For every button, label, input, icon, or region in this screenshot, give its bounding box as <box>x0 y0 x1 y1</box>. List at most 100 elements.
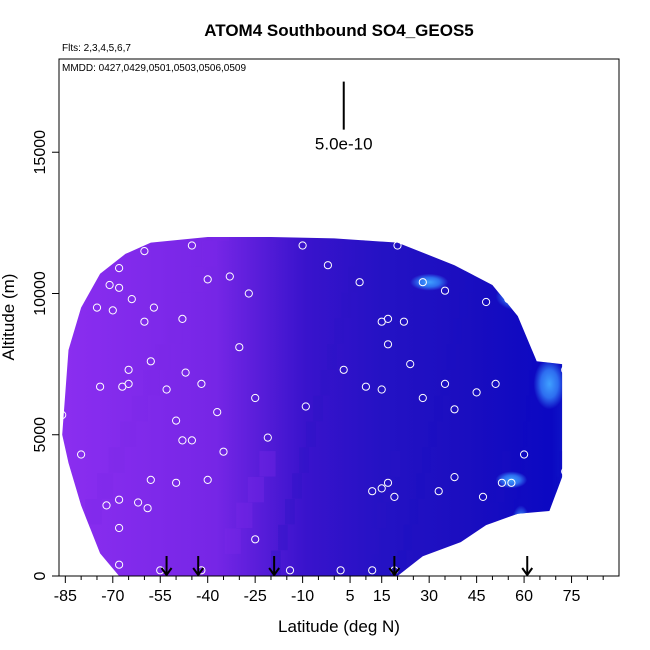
sample-point <box>497 478 506 487</box>
sample-point <box>418 278 427 287</box>
sample-point <box>520 450 529 459</box>
concentration-cell <box>556 476 561 503</box>
sample-point <box>172 416 181 425</box>
concentration-cell <box>452 318 462 344</box>
sample-point <box>377 385 386 394</box>
concentration-cell <box>285 499 295 525</box>
concentration-cell <box>541 266 546 293</box>
sample-point <box>197 379 206 388</box>
sample-point <box>434 487 443 496</box>
sample-point <box>368 487 377 496</box>
y-tick-label: 10000 <box>32 271 49 316</box>
sample-point <box>115 495 124 504</box>
sample-point <box>472 388 481 397</box>
sample-point <box>406 360 415 369</box>
sample-point <box>143 504 152 513</box>
sample-point <box>561 365 570 374</box>
sample-point <box>440 286 450 295</box>
dates-label: MMDD: 0427,0429,0501,0503,0506,0509 <box>62 63 246 74</box>
sample-point <box>383 340 393 349</box>
concentration-cell <box>320 370 330 396</box>
sample-point <box>115 523 124 533</box>
x-tick-label: -25 <box>244 588 267 605</box>
concentration-cell <box>341 292 352 318</box>
flight-arrow-head <box>268 567 280 576</box>
high-concentration-zone <box>533 358 563 410</box>
x-tick-label: -70 <box>101 588 124 605</box>
concentration-cell <box>383 476 394 503</box>
concentration-cell <box>292 473 302 499</box>
concentration-cell <box>535 318 540 344</box>
sample-point <box>115 283 124 292</box>
sample-point <box>298 241 307 250</box>
concentration-cell <box>189 266 206 293</box>
x-tick-label: -85 <box>54 588 77 605</box>
concentration-cell <box>465 266 474 293</box>
sample-point <box>96 382 105 391</box>
x-tick-label: 15 <box>373 588 391 605</box>
high-concentration-zone <box>410 273 449 291</box>
concentration-cell <box>73 524 90 551</box>
sample-point <box>115 560 124 569</box>
sample-point <box>124 379 133 388</box>
x-tick-label: 75 <box>563 588 581 605</box>
concentration-cell <box>416 473 425 499</box>
sample-point <box>172 478 181 487</box>
concentration-cell <box>409 499 419 525</box>
concentration-cell <box>178 292 195 318</box>
sample-point <box>89 255 98 264</box>
concentration-cell <box>299 447 309 473</box>
sample-point <box>399 317 408 326</box>
sample-point <box>251 535 260 544</box>
concentration-cell <box>422 447 431 473</box>
concentration-cell <box>131 395 148 422</box>
sample-point <box>178 436 187 445</box>
concentration-cell <box>428 421 437 447</box>
sample-point <box>187 241 196 250</box>
concentration-cell <box>108 447 125 473</box>
concentration-cell <box>85 499 102 525</box>
x-tick-label: -10 <box>291 588 314 605</box>
sample-point <box>361 382 370 391</box>
concentration-cell <box>550 528 555 554</box>
concentration-cell <box>446 344 456 370</box>
concentration-cell <box>553 502 558 529</box>
sample-point <box>115 264 124 273</box>
high-concentration-zone <box>511 505 531 545</box>
x-axis-label: Latitude (deg N) <box>278 617 400 636</box>
concentration-cell <box>224 528 241 554</box>
y-tick-label: 5000 <box>32 417 49 453</box>
concentration-cell <box>376 502 387 529</box>
concentration-cell <box>247 476 264 503</box>
concentration-cell <box>529 370 534 396</box>
concentration-cell <box>489 502 499 529</box>
plot-frame <box>58 58 620 577</box>
sample-point <box>368 566 377 575</box>
concentration-cell <box>259 451 276 477</box>
concentration-cell <box>97 473 114 499</box>
y-axis-label: Altitude (m) <box>0 274 18 361</box>
concentration-cell <box>403 524 413 551</box>
x-axis: -85 -70 -55 -40 -25 -10 5 15 30 45 60 75 <box>54 576 604 605</box>
sample-point <box>146 475 155 484</box>
concentration-cell <box>390 451 401 477</box>
chart-title: ATOM4 Southbound SO4_GEOS5 <box>204 21 474 40</box>
sample-point <box>491 379 500 388</box>
flight-arrow-head <box>160 567 173 576</box>
x-tick-label: -55 <box>149 588 172 605</box>
high-concentration-zone <box>495 471 528 489</box>
concentration-cell <box>471 241 480 267</box>
sample-point <box>482 297 491 307</box>
concentration-cell <box>306 421 316 447</box>
concentration-cell <box>523 421 528 447</box>
concentration-cell <box>143 370 160 396</box>
sample-point <box>440 379 450 388</box>
sample-point <box>219 447 228 456</box>
sample-point <box>301 402 310 411</box>
sample-point <box>263 433 272 442</box>
sample-point <box>64 300 73 309</box>
sample-point <box>561 467 570 476</box>
sample-point <box>134 498 143 507</box>
concentration-cell <box>236 502 253 529</box>
sample-point <box>225 272 234 281</box>
